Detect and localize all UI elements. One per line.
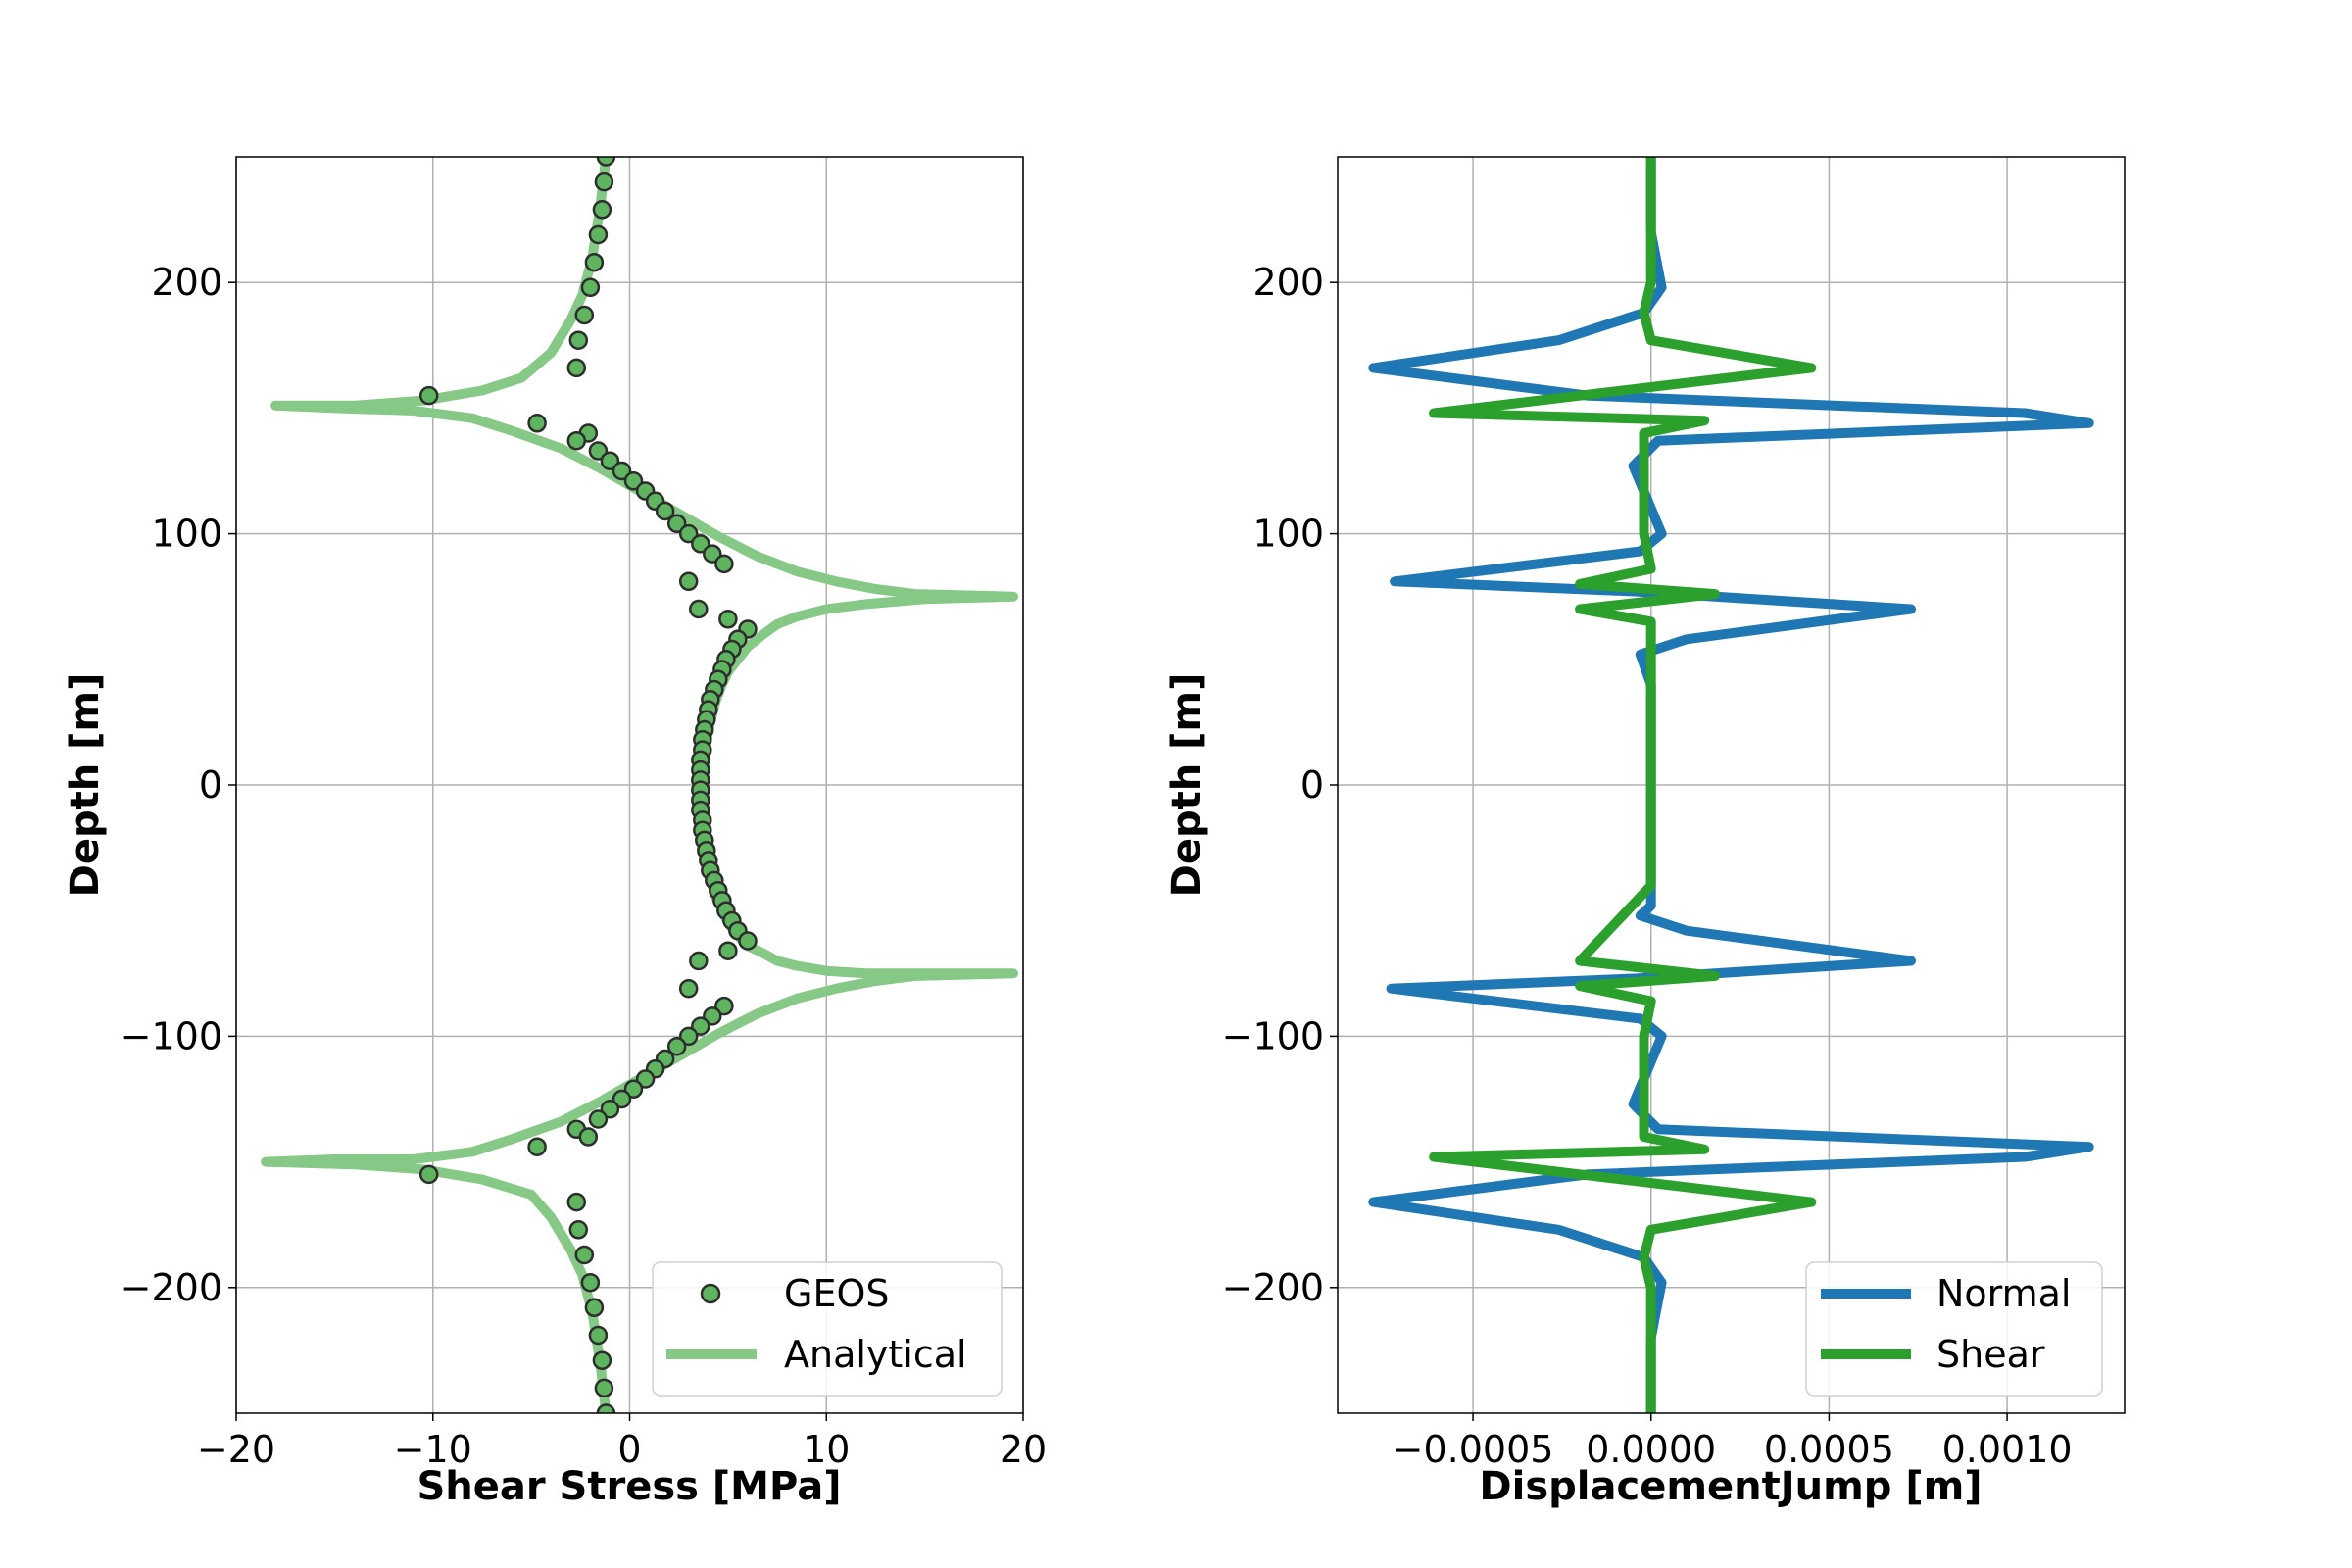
data-point-geos bbox=[635, 1069, 656, 1089]
legend-normal-label: Normal bbox=[1936, 1272, 2072, 1315]
data-point-geos bbox=[566, 1192, 587, 1212]
data-point-geos bbox=[588, 1325, 609, 1346]
y-tick-label: 100 bbox=[1252, 513, 1324, 556]
data-point-geos bbox=[594, 1378, 614, 1398]
x-tick-label: 0.0000 bbox=[1586, 1428, 1716, 1471]
y-axis-label: Depth [m] bbox=[1164, 673, 1209, 898]
data-point-geos bbox=[588, 1109, 609, 1129]
data-point-geos bbox=[566, 430, 587, 451]
data-point-geos bbox=[592, 200, 612, 220]
grid-lines bbox=[1338, 157, 2125, 1413]
data-point-geos bbox=[592, 1350, 612, 1370]
data-point-geos bbox=[588, 441, 609, 461]
data-point-geos bbox=[623, 471, 644, 491]
data-point-geos bbox=[691, 534, 710, 554]
legend-geos-label: GEOS bbox=[784, 1272, 890, 1315]
data-point-geos bbox=[566, 358, 587, 378]
data-point-geos bbox=[666, 514, 687, 534]
x-tick-label: −10 bbox=[394, 1428, 472, 1471]
ticks: −0.0005 0.0000 0.0005 0.0010 −200 −100 0 100 200 bbox=[1222, 261, 2073, 1471]
data-point-geos bbox=[594, 172, 614, 192]
data-point-geos bbox=[678, 978, 699, 999]
x-tick-label: −20 bbox=[197, 1428, 275, 1471]
data-point-geos bbox=[714, 554, 734, 574]
x-tick-label: 10 bbox=[803, 1428, 850, 1471]
data-point-geos bbox=[612, 1089, 632, 1109]
y-tick-label: −100 bbox=[1222, 1014, 1324, 1057]
y-axis-label: Depth [m] bbox=[63, 673, 108, 898]
data-point-geos bbox=[568, 1220, 589, 1240]
x-axis-label: Shear Stress [MPa] bbox=[417, 1464, 842, 1509]
data-point-geos bbox=[578, 1127, 599, 1147]
data-point-geos bbox=[580, 1272, 601, 1293]
data-point-geos bbox=[689, 951, 709, 971]
legend-box bbox=[652, 1261, 1003, 1396]
x-tick-label: 0 bbox=[617, 1428, 641, 1471]
legend-geos-marker bbox=[700, 1283, 721, 1304]
data-point-geos bbox=[418, 1164, 439, 1185]
series-line-shear bbox=[1429, 157, 1817, 1413]
data-point-geos bbox=[596, 157, 616, 167]
data-point-geos bbox=[418, 385, 439, 406]
data-point-geos bbox=[574, 1245, 595, 1265]
data-point-geos bbox=[612, 461, 632, 481]
data-point-geos bbox=[580, 277, 601, 298]
plot-area bbox=[1368, 157, 2094, 1413]
data-point-geos bbox=[588, 224, 609, 245]
data-point-geos bbox=[703, 1006, 722, 1026]
data-point-geos bbox=[623, 1079, 644, 1099]
plot-area bbox=[261, 157, 1018, 1413]
y-tick-label: 0 bbox=[199, 763, 222, 807]
x-tick-label: 20 bbox=[1000, 1428, 1047, 1471]
legend: Normal Shear bbox=[1805, 1261, 2103, 1396]
data-point-geos bbox=[678, 571, 699, 592]
data-point-geos bbox=[714, 996, 734, 1016]
x-tick-label: 0.0010 bbox=[1942, 1428, 2073, 1471]
data-point-geos bbox=[600, 451, 620, 470]
legend-shear-label: Shear bbox=[1936, 1333, 2045, 1376]
data-point-geos bbox=[527, 1137, 547, 1156]
data-point-geos bbox=[655, 501, 675, 521]
data-point-geos bbox=[574, 305, 595, 325]
y-tick-label: −200 bbox=[1222, 1266, 1324, 1309]
y-tick-label: 0 bbox=[1300, 763, 1324, 807]
y-tick-label: −200 bbox=[121, 1266, 222, 1309]
displacement-jump-panel: −0.0005 0.0000 0.0005 0.0010 −200 −100 0 100 200… bbox=[1164, 156, 2126, 1509]
data-point-geos bbox=[527, 414, 547, 433]
data-point-geos bbox=[691, 1016, 710, 1036]
data-point-geos bbox=[703, 544, 722, 564]
data-point-geos bbox=[678, 523, 699, 544]
data-point-geos bbox=[568, 330, 589, 350]
data-point-geos bbox=[738, 931, 758, 951]
data-point-geos bbox=[718, 610, 738, 629]
x-tick-label: −0.0005 bbox=[1393, 1428, 1554, 1471]
legend: GEOS Analytical bbox=[652, 1261, 1003, 1396]
data-point-geos bbox=[584, 1298, 605, 1318]
data-point-geos bbox=[718, 941, 738, 960]
y-tick-label: 200 bbox=[151, 261, 222, 304]
data-point-geos bbox=[689, 599, 709, 619]
data-point-geos bbox=[596, 1403, 616, 1413]
data-point-geos bbox=[666, 1036, 687, 1056]
y-tick-label: −100 bbox=[121, 1014, 222, 1057]
data-point-geos bbox=[678, 1026, 699, 1047]
y-tick-label: 100 bbox=[151, 513, 222, 556]
legend-analytical-label: Analytical bbox=[784, 1333, 967, 1376]
x-axis-label: DisplacementJump [m] bbox=[1479, 1464, 1982, 1509]
data-point-geos bbox=[600, 1100, 620, 1119]
y-tick-label: 200 bbox=[1252, 261, 1324, 304]
data-point-geos bbox=[584, 252, 605, 272]
x-tick-label: 0.0005 bbox=[1764, 1428, 1894, 1471]
